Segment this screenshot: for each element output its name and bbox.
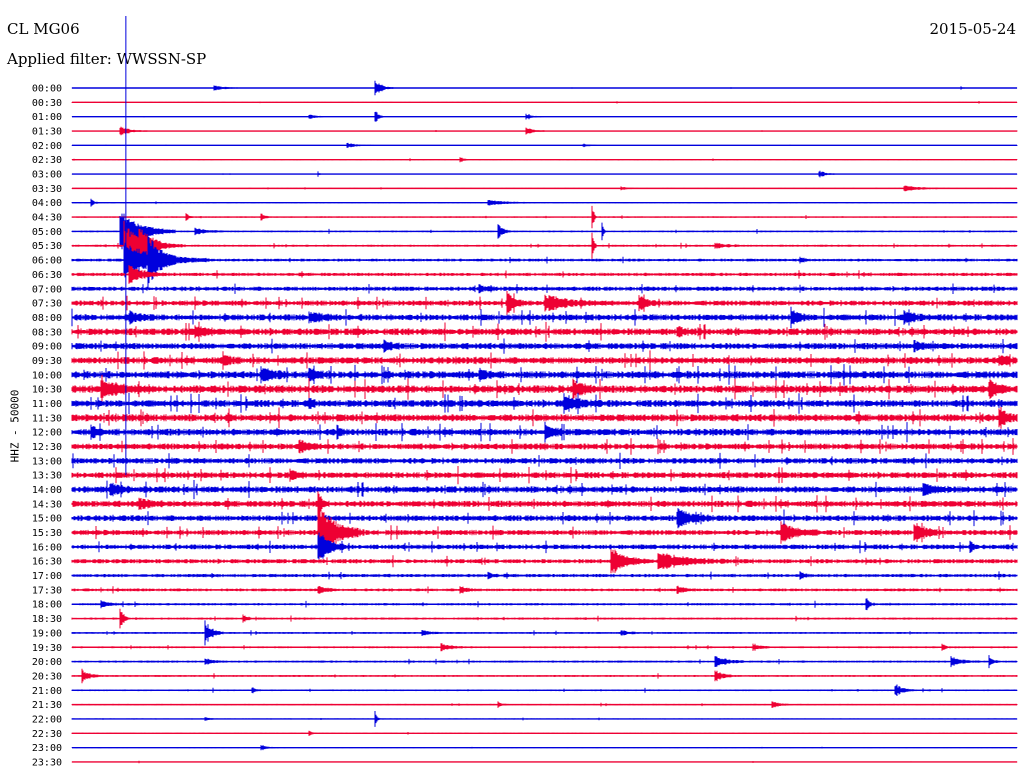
station-code: CL MG06 [7, 20, 80, 38]
row-time-label: 22:00 [32, 714, 62, 725]
row-time-label: 09:30 [32, 356, 62, 367]
row-time-label: 08:30 [32, 327, 62, 338]
row-time-label: 15:00 [32, 514, 62, 525]
row-time-label: 08:00 [32, 313, 62, 324]
row-time-label: 16:00 [32, 542, 62, 553]
row-time-label: 12:00 [32, 428, 62, 439]
row-time-label: 22:30 [32, 729, 62, 740]
row-time-label: 06:30 [32, 270, 62, 281]
row-time-label: 06:00 [32, 256, 62, 267]
row-labels: 00:00 00:30 01:00 01:30 02:00 02:30 03:00 03:30… [32, 84, 62, 769]
row-time-label: 20:30 [32, 671, 62, 682]
row-time-label: 10:30 [32, 385, 62, 396]
row-time-label: 03:30 [32, 184, 62, 195]
row-time-label: 01:00 [32, 112, 62, 123]
row-time-label: 19:00 [32, 628, 62, 639]
row-time-label: 00:30 [32, 98, 62, 109]
row-time-label: 18:30 [32, 614, 62, 625]
row-time-label: 04:00 [32, 198, 62, 209]
traces [71, 80, 1018, 764]
row-time-label: 19:30 [32, 643, 62, 654]
row-time-label: 10:00 [32, 370, 62, 381]
row-time-label: 07:00 [32, 284, 62, 295]
row-time-label: 13:30 [32, 471, 62, 482]
row-time-label: 03:00 [32, 170, 62, 181]
filter-label: Applied filter: WWSSN-SP [7, 50, 207, 68]
row-time-label: 21:00 [32, 686, 62, 697]
row-time-label: 14:00 [32, 485, 62, 496]
row-time-label: 05:30 [32, 241, 62, 252]
row-time-label: 04:30 [32, 213, 62, 224]
row-time-label: 02:00 [32, 141, 62, 152]
row-time-label: 11:00 [32, 399, 62, 410]
row-time-label: 07:30 [32, 299, 62, 310]
row-time-label: 18:00 [32, 600, 62, 611]
row-time-label: 11:30 [32, 413, 62, 424]
row-time-label: 21:30 [32, 700, 62, 711]
row-time-label: 17:30 [32, 585, 62, 596]
row-time-label: 13:00 [32, 456, 62, 467]
row-time-label: 05:00 [32, 227, 62, 238]
row-time-label: 20:00 [32, 657, 62, 668]
row-time-label: 14:30 [32, 499, 62, 510]
row-time-label: 12:30 [32, 442, 62, 453]
row-time-label: 01:30 [32, 127, 62, 138]
row-time-label: 02:30 [32, 155, 62, 166]
row-time-label: 23:30 [32, 757, 62, 768]
row-time-label: 16:30 [32, 557, 62, 568]
row-time-label: 09:00 [32, 342, 62, 353]
row-time-label: 00:00 [32, 84, 62, 95]
row-time-label: 15:30 [32, 528, 62, 539]
row-time-label: 17:00 [32, 571, 62, 582]
row-time-label: 23:00 [32, 743, 62, 754]
record-date: 2015-05-24 [929, 20, 1016, 38]
